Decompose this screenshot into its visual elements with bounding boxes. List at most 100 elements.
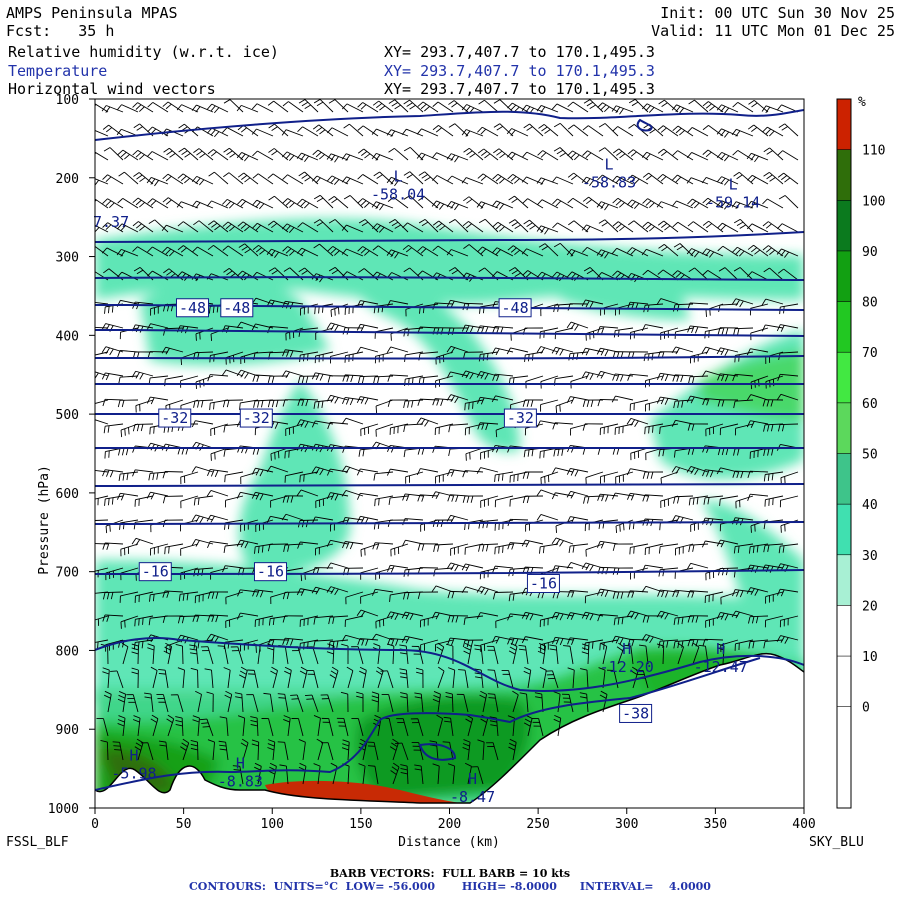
wind-barb — [343, 123, 364, 137]
wind-barb — [387, 374, 409, 382]
contour-label-box — [239, 408, 273, 428]
wind-barb — [223, 543, 244, 553]
wind-barb — [731, 201, 754, 210]
wind-barb — [671, 466, 694, 474]
wind-barb — [146, 323, 169, 330]
wind-barb — [776, 635, 799, 644]
wind-barb — [386, 249, 409, 259]
wind-barb — [582, 196, 604, 209]
wind-barb — [448, 447, 469, 457]
wind-barb — [432, 220, 454, 233]
wind-barb — [551, 103, 574, 113]
contour-label-box — [158, 408, 192, 428]
wind-barb — [641, 324, 664, 332]
wind-barb — [386, 129, 409, 137]
contour-label-box — [175, 298, 209, 318]
wind-barb — [282, 349, 304, 358]
extremum-value: -12.20 — [600, 658, 654, 676]
wind-barb — [162, 615, 184, 623]
wind-barb — [688, 495, 709, 506]
wind-barb — [521, 636, 544, 644]
wind-barb — [705, 567, 724, 581]
wind-barb — [521, 248, 544, 257]
wind-barb — [461, 129, 484, 137]
wind-barb — [329, 666, 339, 689]
wind-barb — [405, 471, 424, 484]
wind-barb — [612, 543, 634, 551]
wind-barb — [537, 150, 559, 161]
wind-barb — [446, 562, 469, 572]
colorbar-label: 100 — [862, 194, 885, 209]
wind-barb — [170, 694, 184, 713]
wind-barb — [147, 151, 169, 161]
wind-barb — [463, 196, 484, 209]
wind-barb — [536, 199, 559, 209]
wind-barb — [218, 740, 229, 761]
wind-barb — [119, 591, 139, 603]
wind-barb — [388, 147, 409, 161]
wind-barb — [250, 716, 259, 737]
colorbar-label: 70 — [862, 346, 878, 361]
wind-barb — [763, 471, 784, 482]
wind-barb — [341, 176, 364, 185]
colorbar-swatch — [837, 504, 851, 555]
wind-barb — [598, 219, 619, 233]
wind-barb — [237, 715, 246, 737]
wind-barb — [762, 198, 784, 209]
wind-barb — [95, 178, 109, 186]
wind-barb — [357, 638, 379, 646]
wind-barb — [763, 639, 784, 649]
wind-barb — [282, 615, 304, 623]
wind-barb — [320, 694, 334, 713]
wind-barb — [237, 589, 259, 597]
wind-barb — [536, 177, 559, 186]
wind-barb — [521, 539, 544, 548]
x-tick-label: 0 — [91, 817, 99, 832]
wind-barb — [523, 219, 544, 233]
wind-barb — [570, 375, 589, 389]
wind-barb — [162, 101, 184, 113]
wind-barb — [599, 690, 608, 713]
wind-barb — [733, 399, 754, 409]
field-temp-xy: XY= 293.7,407.7 to 170.1,495.3 — [384, 62, 655, 80]
wind-barb — [356, 396, 379, 405]
wind-barb — [367, 765, 379, 785]
wind-barb — [373, 171, 394, 185]
wind-barb — [762, 221, 784, 233]
wind-barb — [747, 174, 769, 185]
wind-barb — [596, 201, 619, 211]
wind-barb — [780, 471, 799, 485]
wind-barb — [341, 224, 364, 233]
wind-barb — [356, 346, 379, 354]
wind-barb — [777, 150, 799, 161]
wind-barb — [341, 739, 350, 761]
wind-barb — [716, 176, 739, 186]
wind-barb — [462, 639, 484, 648]
wind-barb — [177, 173, 199, 185]
wind-barb — [344, 615, 364, 627]
wind-barb — [102, 591, 124, 600]
wind-barb — [494, 543, 514, 555]
wind-barb — [282, 495, 304, 503]
x-tick-label: 150 — [349, 817, 372, 832]
wind-barb — [568, 220, 589, 233]
wind-barb — [567, 150, 589, 161]
wind-barb — [701, 540, 724, 548]
wind-barb — [480, 495, 499, 508]
wind-barb — [116, 271, 139, 281]
wind-barb — [296, 419, 319, 428]
wind-barb — [506, 128, 529, 137]
wind-barb — [642, 198, 664, 209]
wind-barb — [358, 219, 379, 233]
wind-barb — [299, 666, 308, 689]
wind-barb — [553, 242, 574, 257]
wind-barb — [304, 694, 319, 713]
wind-barb — [420, 519, 439, 532]
wind-barb — [326, 586, 349, 596]
wind-barb — [538, 243, 559, 257]
wind-barb — [193, 148, 214, 161]
wind-barb — [223, 147, 244, 161]
wind-barb — [313, 99, 334, 113]
wind-barb — [747, 124, 769, 137]
wind-barb — [536, 346, 559, 354]
